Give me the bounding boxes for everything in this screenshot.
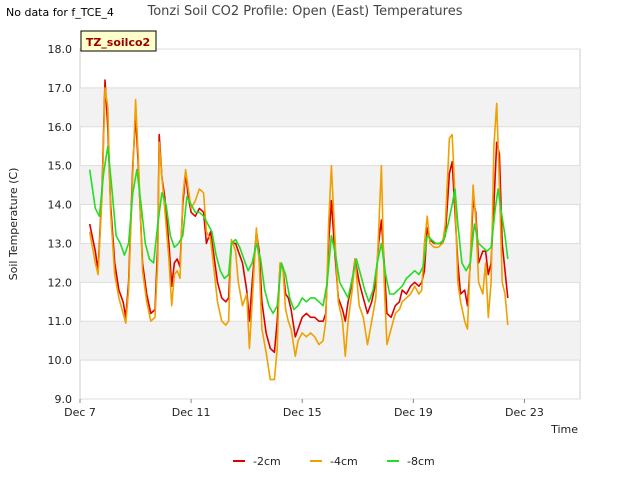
legend-label: -8cm	[407, 455, 435, 468]
grid-band	[80, 87, 580, 127]
x-tick-label: Dec 11	[172, 406, 211, 419]
x-tick-label: Dec 23	[505, 406, 544, 419]
y-tick-label: 17.0	[48, 82, 73, 95]
grid-band	[80, 321, 580, 361]
y-tick-label: 10.0	[48, 354, 73, 367]
x-axis-label: Time	[550, 423, 578, 436]
y-tick-label: 15.0	[48, 160, 73, 173]
series-line-4cm	[88, 87, 509, 381]
y-tick-label: 9.0	[55, 393, 73, 406]
y-tick-label: 12.0	[48, 276, 73, 289]
station-label: TZ_soilco2	[86, 36, 150, 49]
y-tick-labels: 9.0 10.0 11.0 12.0 13.0 14.0 15.0 16.0 17.0 18.0	[48, 43, 73, 406]
y-axis-label: Soil Temperature (C)	[7, 168, 20, 281]
series-line-8cm	[88, 145, 509, 315]
series-lines	[88, 79, 509, 381]
y-grid	[80, 48, 580, 400]
y-tick-label: 14.0	[48, 199, 73, 212]
legend: -2cm -4cm -8cm	[233, 455, 435, 468]
x-tick-label: Dec 19	[394, 406, 433, 419]
y-tick-label: 16.0	[48, 121, 73, 134]
x-tick-label: Dec 15	[283, 406, 322, 419]
y-tick-label: 13.0	[48, 237, 73, 250]
x-tick-labels: Dec 7 Dec 11 Dec 15 Dec 19 Dec 23	[64, 399, 544, 419]
no-data-note: No data for f_TCE_4	[6, 6, 114, 19]
chart-title: Tonzi Soil CO2 Profile: Open (East) Temp…	[146, 4, 462, 19]
y-tick-label: 18.0	[48, 43, 73, 56]
station-label-box: TZ_soilco2	[80, 30, 157, 52]
x-tick-label: Dec 7	[64, 406, 96, 419]
legend-label: -2cm	[253, 455, 281, 468]
y-tick-label: 11.0	[48, 315, 73, 328]
legend-label: -4cm	[330, 455, 358, 468]
